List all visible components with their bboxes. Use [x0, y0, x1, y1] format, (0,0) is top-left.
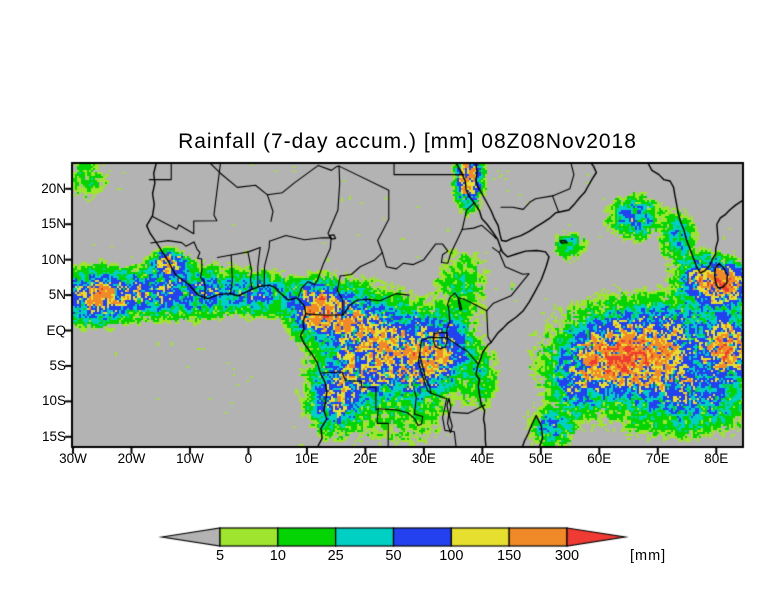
x-tick-label-30W: 30W	[59, 451, 87, 466]
y-tick-label-5N: 5N	[48, 287, 66, 303]
colorbar-label-5: 5	[215, 548, 225, 564]
x-tick-label-80E: 80E	[704, 451, 729, 466]
colorbar-label-100: 100	[439, 548, 464, 564]
colorbar-unit-label: [mm]	[630, 548, 667, 564]
colorbar-label-150: 150	[497, 548, 522, 564]
y-tick-label-20N: 20N	[41, 180, 66, 196]
x-tick-label-10E: 10E	[294, 451, 319, 466]
colorbar-label-25: 25	[327, 548, 344, 564]
colorbar-label-10: 10	[269, 548, 286, 564]
x-tick-label-0: 0	[244, 451, 253, 466]
x-tick-label-60E: 60E	[587, 451, 612, 466]
y-tick-label-15N: 15N	[41, 216, 66, 232]
y-tick-label-10S: 10S	[41, 393, 66, 409]
x-tick-label-40E: 40E	[470, 451, 495, 466]
y-tick-label-EQ: EQ	[46, 322, 66, 338]
colorbar-label-300: 300	[554, 548, 580, 564]
x-tick-label-70E: 70E	[645, 451, 670, 466]
x-tick-label-30E: 30E	[411, 451, 436, 466]
colorbar-label-50: 50	[385, 548, 402, 564]
x-tick-label-20E: 20E	[353, 451, 378, 466]
y-tick-label-15S: 15S	[41, 428, 66, 444]
x-tick-label-10W: 10W	[176, 451, 204, 466]
y-tick-label-10N: 10N	[41, 251, 66, 267]
x-tick-label-50E: 50E	[528, 451, 553, 466]
x-tick-label-20W: 20W	[117, 451, 146, 466]
y-tick-label-5S: 5S	[49, 357, 66, 373]
